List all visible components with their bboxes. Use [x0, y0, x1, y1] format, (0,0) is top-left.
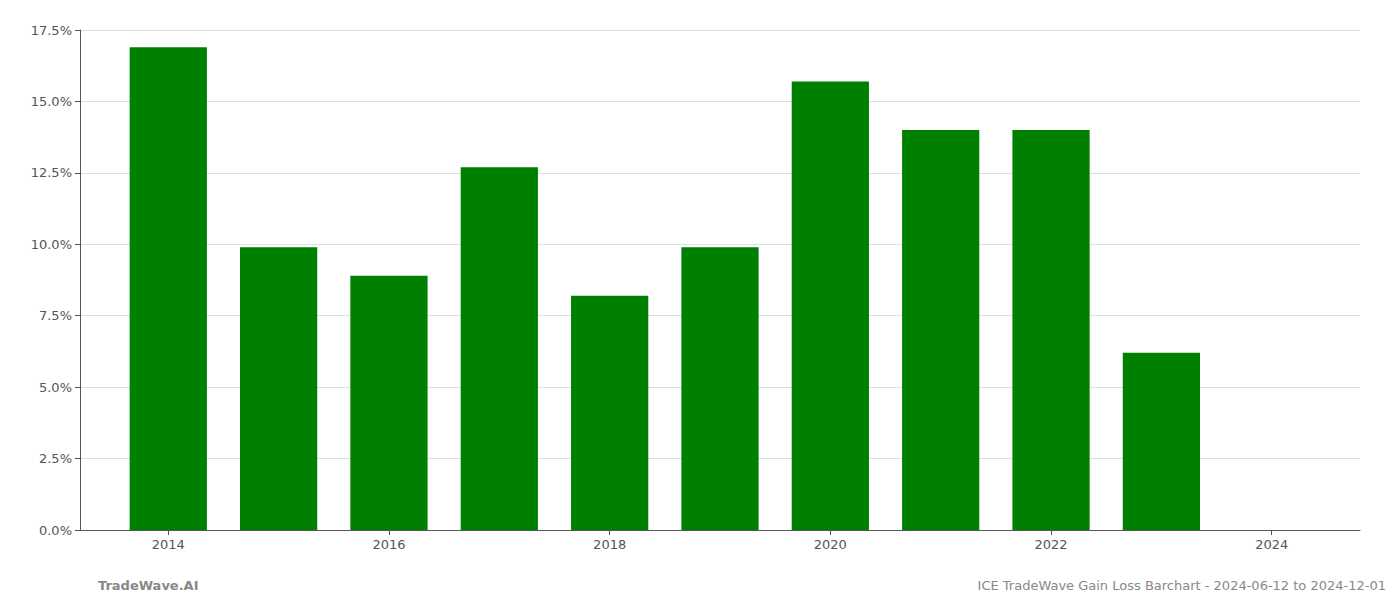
svg-text:15.0%: 15.0%	[31, 94, 72, 109]
svg-text:12.5%: 12.5%	[31, 165, 72, 180]
svg-text:2018: 2018	[593, 537, 626, 552]
svg-text:0.0%: 0.0%	[39, 523, 72, 538]
svg-text:5.0%: 5.0%	[39, 380, 72, 395]
svg-text:2022: 2022	[1034, 537, 1067, 552]
svg-text:ICE TradeWave Gain Loss Barcha: ICE TradeWave Gain Loss Barchart - 2024-…	[978, 578, 1386, 593]
svg-text:10.0%: 10.0%	[31, 237, 72, 252]
svg-text:TradeWave.AI: TradeWave.AI	[98, 578, 199, 593]
svg-text:7.5%: 7.5%	[39, 308, 72, 323]
svg-text:2.5%: 2.5%	[39, 451, 72, 466]
svg-text:2014: 2014	[152, 537, 185, 552]
svg-text:2020: 2020	[814, 537, 847, 552]
svg-text:2024: 2024	[1255, 537, 1288, 552]
svg-text:17.5%: 17.5%	[31, 23, 72, 38]
svg-text:2016: 2016	[372, 537, 405, 552]
